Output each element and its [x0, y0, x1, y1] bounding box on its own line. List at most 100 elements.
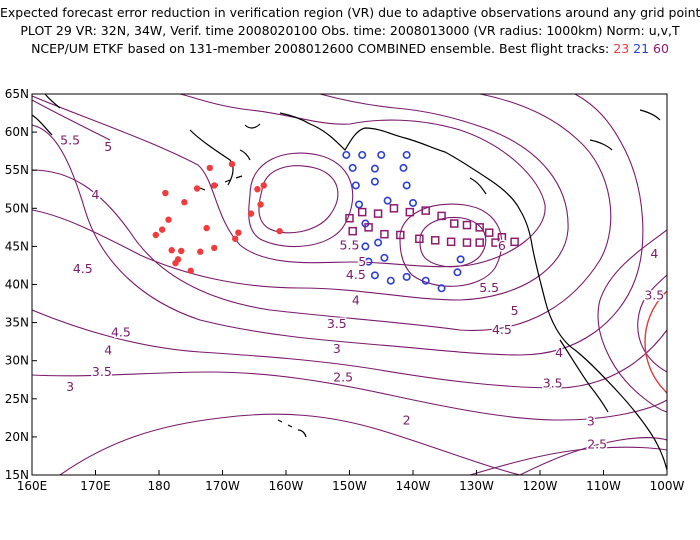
red-track-point	[172, 259, 179, 267]
contour-label: 4.5	[492, 322, 512, 337]
contour-label: 2	[403, 413, 411, 428]
contour-label: 5.5	[479, 280, 499, 295]
blue-track-point	[348, 163, 357, 172]
red-track-point	[197, 248, 204, 255]
purple-track-point	[462, 238, 472, 247]
red-track-point	[158, 226, 166, 233]
plot-area: 54.53.55.5644.555.554.543.532.524.543.53…	[32, 94, 667, 475]
blue-track-point	[383, 196, 392, 205]
purple-flight-track	[345, 204, 519, 247]
red-track-point	[232, 235, 239, 242]
red-track-point	[165, 216, 172, 223]
verification-region-circle	[644, 290, 667, 394]
red-track-point	[235, 229, 242, 236]
purple-track-point	[437, 211, 446, 221]
contour-labels: 54.53.55.5644.555.554.543.532.524.543.53…	[59, 131, 666, 453]
purple-track-point	[497, 233, 507, 242]
y-tick-label: 60N	[5, 125, 29, 139]
blue-track-point	[421, 276, 430, 285]
x-tick-label: 160W	[269, 479, 304, 493]
purple-track-point	[475, 238, 484, 247]
blue-track-point	[355, 200, 364, 209]
blue-track-point	[358, 150, 367, 159]
contour-label: 5	[358, 254, 366, 269]
blue-track-point	[386, 276, 395, 285]
plot-header: Expected forecast error reduction in ver…	[0, 0, 700, 78]
red-track-point	[152, 231, 160, 239]
blue-track-point	[370, 177, 379, 186]
x-tick-label: 170W	[205, 479, 240, 493]
y-tick-label: 55N	[5, 163, 29, 177]
contour-label: 3.5	[644, 288, 664, 303]
contour-label: 3.5	[92, 364, 112, 379]
red-track-point	[206, 164, 213, 172]
x-tick-label: 140W	[396, 479, 431, 493]
red-track-point	[228, 160, 236, 168]
x-tick-label: 130W	[459, 479, 494, 493]
blue-track-point	[342, 150, 351, 159]
x-tick-label: 160E	[17, 479, 48, 493]
title-line-1: Expected forecast error reduction in ver…	[0, 5, 700, 20]
red-track-point	[257, 201, 264, 208]
track-purple-label: 60	[653, 41, 669, 56]
track-blue-label: 21	[633, 41, 650, 56]
purple-track-point	[421, 206, 430, 215]
blue-track-point	[364, 257, 373, 266]
blue-track-point	[402, 181, 411, 190]
blue-track-point	[380, 253, 389, 262]
blue-track-point	[437, 284, 446, 293]
red-track-point	[254, 186, 261, 193]
red-track-point	[178, 247, 185, 255]
red-flight-track	[152, 160, 283, 274]
contour-label: 4	[555, 345, 563, 360]
purple-track-point	[510, 237, 519, 247]
purple-track-point	[446, 237, 456, 247]
contour-label: 4	[104, 343, 112, 358]
x-axis: 160E 170E 180 170W 160W 150W 140W 130W 120W 110W 1…	[17, 470, 685, 493]
purple-track-point	[450, 219, 459, 228]
y-tick-label: 35N	[5, 316, 29, 330]
title-line-2: PLOT 29 VR: 32N, 34W, Verif. time 200802…	[20, 23, 680, 38]
red-track-point	[203, 224, 210, 232]
contour-label: 4	[92, 187, 100, 202]
red-track-point	[193, 185, 201, 192]
contour-label: 3.5	[327, 316, 347, 331]
x-tick-label: 120W	[523, 479, 558, 493]
purple-track-point	[415, 234, 424, 244]
blue-flight-track	[342, 150, 465, 293]
purple-track-point	[364, 223, 373, 232]
blue-track-point	[408, 198, 417, 207]
x-tick-label: 110W	[586, 479, 621, 493]
red-track-point	[211, 182, 218, 189]
contour-label: 5	[104, 139, 112, 154]
y-tick-label: 50N	[5, 201, 29, 215]
y-tick-label: 25N	[5, 392, 29, 406]
purple-track-point	[345, 213, 354, 223]
purple-track-point	[389, 204, 399, 213]
coastlines	[32, 94, 667, 471]
blue-track-point	[402, 150, 411, 159]
track-red-label: 23	[613, 41, 630, 56]
purple-track-point	[475, 223, 484, 232]
plot-frame	[31, 93, 668, 476]
contour-label: 4	[650, 246, 658, 261]
y-tick-label: 15N	[5, 468, 29, 482]
purple-track-point	[373, 209, 383, 218]
contour-label: 4	[352, 292, 360, 307]
contour-lines	[32, 94, 667, 475]
red-track-point	[211, 244, 218, 252]
red-track-point	[276, 227, 283, 235]
x-tick-label: 170E	[80, 479, 111, 493]
y-axis: 65N 60N 55N 50N 45N 40N 35N 30N 25N 20N 15N	[5, 87, 37, 482]
red-track-point	[168, 247, 175, 254]
purple-track-point	[405, 207, 415, 217]
y-tick-label: 20N	[5, 430, 29, 444]
purple-track-point	[430, 236, 440, 245]
purple-track-point	[484, 228, 494, 237]
red-track-point	[247, 210, 255, 217]
contour-label: 3	[587, 413, 595, 428]
contour-label: 5.5	[340, 237, 360, 252]
contour-label: 5.5	[60, 132, 80, 147]
blue-track-point	[456, 255, 465, 264]
